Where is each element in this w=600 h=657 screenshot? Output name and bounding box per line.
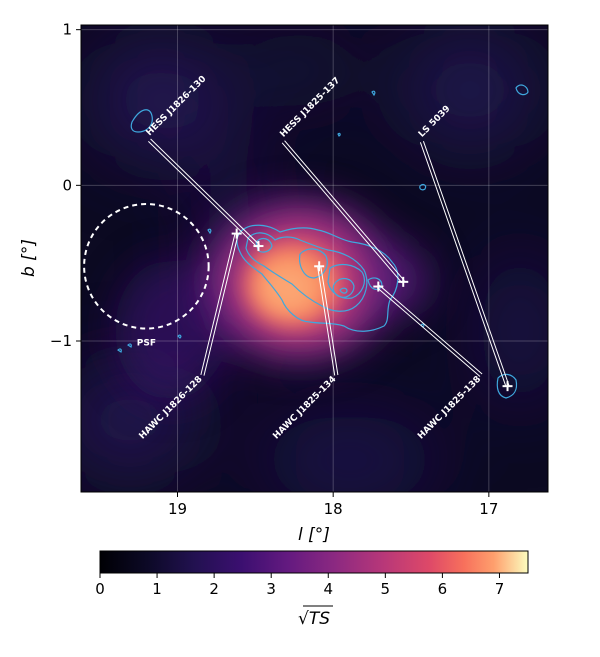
grid-lines xyxy=(81,25,548,492)
psf-label: PSF xyxy=(137,339,156,349)
x-axis-label: l [°] xyxy=(298,525,330,545)
x-tick-label: 17 xyxy=(479,500,498,518)
colorbar-tick-label: 3 xyxy=(266,580,276,598)
y-axis-ticks: 1 0 −1 xyxy=(50,21,81,350)
source-connector-line xyxy=(284,140,405,282)
source-connector-line xyxy=(203,233,239,376)
source-connector-line xyxy=(320,265,339,376)
source-connector-line xyxy=(150,138,260,246)
source-connector-line xyxy=(148,140,258,248)
contours xyxy=(117,84,529,399)
colorbar-tick-label: 2 xyxy=(209,580,219,598)
colorbar-ticks: 0 1 2 3 4 5 6 7 xyxy=(95,573,504,598)
source-connector-line xyxy=(379,284,483,375)
source-connector-line xyxy=(317,266,336,376)
source-connector-line xyxy=(422,141,510,386)
colorbar xyxy=(99,550,529,574)
y-tick-label: 1 xyxy=(62,21,72,39)
x-tick-label: 18 xyxy=(324,500,343,518)
source-connector-line xyxy=(419,142,507,387)
y-tick-label: 0 xyxy=(62,176,72,194)
x-axis-ticks: 19 18 17 xyxy=(168,492,498,518)
x-tick-label: 19 xyxy=(168,500,187,518)
colorbar-tick-label: 5 xyxy=(381,580,391,598)
colorbar-tick-label: 0 xyxy=(95,580,105,598)
y-tick-label: −1 xyxy=(50,332,72,350)
colorbar-tick-label: 6 xyxy=(438,580,448,598)
source-connector-line xyxy=(200,233,236,375)
colorbar-tick-label: 4 xyxy=(323,580,333,598)
psf-circle xyxy=(83,203,210,330)
source-connector-line xyxy=(376,287,481,377)
colorbar-tick-label: 1 xyxy=(152,580,162,598)
colorbar-label: √TS xyxy=(298,609,330,629)
y-axis-label: b [°] xyxy=(19,239,39,277)
source-connector-line xyxy=(281,142,403,284)
colorbar-tick-label: 7 xyxy=(495,580,505,598)
plot-frame xyxy=(80,24,549,493)
heatmap xyxy=(81,25,548,492)
